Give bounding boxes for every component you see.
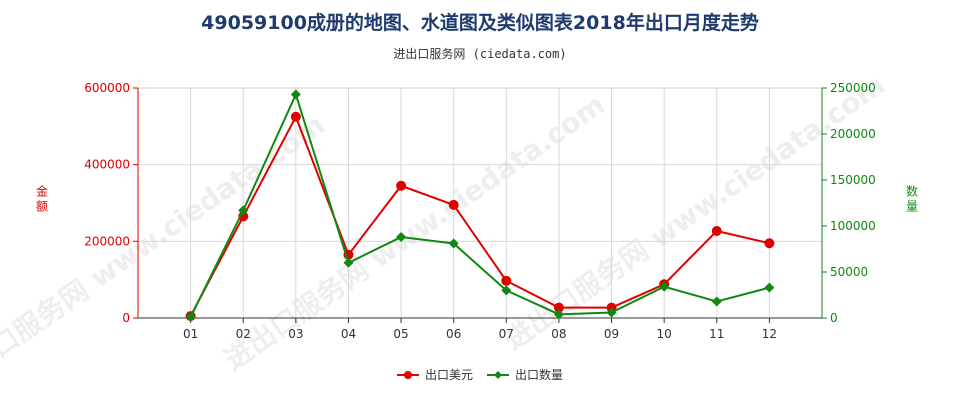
series-layer — [185, 89, 775, 323]
axes-layer: 0 200000 400000 600000 0 50000 100000 150000 200… — [36, 81, 918, 341]
y-left-tick-label: 600000 — [84, 81, 130, 95]
series-point-1 — [764, 282, 775, 293]
series-point-0 — [553, 302, 564, 313]
y-right-tick-label: 0 — [830, 311, 838, 325]
series-point-0 — [290, 111, 301, 122]
legend-label-0: 出口美元 — [425, 368, 473, 382]
series-point-0 — [501, 275, 512, 286]
legend-label-1: 出口数量 — [515, 367, 563, 382]
series-point-1 — [396, 232, 407, 243]
series-point-1 — [448, 238, 459, 249]
legend-marker-0 — [404, 371, 412, 379]
series-point-1 — [290, 89, 301, 100]
series-line-0 — [189, 114, 770, 317]
x-tick-label: 06 — [446, 327, 461, 341]
watermark-text: 进出口服务网 www.ciedata.com — [0, 108, 331, 397]
y-right-tick-label: 200000 — [830, 127, 876, 141]
x-tick-label: 11 — [709, 327, 724, 341]
x-tick-label: 08 — [551, 327, 566, 341]
x-tick-label: 12 — [762, 327, 777, 341]
x-tick-label: 02 — [236, 327, 251, 341]
y-left-tick-label: 400000 — [84, 158, 130, 172]
series-point-0 — [448, 199, 459, 210]
series-point-1 — [606, 307, 617, 318]
x-tick-label: 03 — [288, 327, 303, 341]
y-left-tick-label: 200000 — [84, 234, 130, 248]
x-tick-label: 09 — [604, 327, 619, 341]
y-axis-left-title: 金额 — [36, 184, 48, 214]
y-axis-right-title: 数量 — [906, 184, 918, 214]
y-right-tick-label: 50000 — [830, 265, 868, 279]
x-tick-label: 05 — [393, 327, 408, 341]
series-point-1 — [343, 257, 354, 268]
y-right-tick-label: 100000 — [830, 219, 876, 233]
legend-marker-1 — [494, 371, 502, 379]
chart-title: 49059100成册的地图、水道图及类似图表2018年出口月度走势 — [201, 12, 759, 34]
y-right-tick-label: 150000 — [830, 173, 876, 187]
y-right-tick-label: 250000 — [830, 81, 876, 95]
legend: 出口美元 出口数量 — [397, 367, 563, 382]
series-line-1 — [189, 91, 770, 318]
series-point-1 — [501, 285, 512, 296]
series-point-1 — [238, 205, 249, 216]
x-tick-label: 01 — [183, 327, 198, 341]
x-tick-label: 04 — [341, 327, 356, 341]
series-point-1 — [553, 309, 564, 320]
series-point-1 — [711, 296, 722, 307]
x-tick-label: 07 — [499, 327, 514, 341]
y-left-tick-label: 0 — [122, 311, 130, 325]
series-point-0 — [764, 238, 775, 249]
series-point-1 — [659, 281, 670, 292]
chart-source: 进出口服务网 (ciedata.com) — [393, 47, 567, 61]
series-point-0 — [711, 225, 722, 236]
x-tick-label: 10 — [657, 327, 672, 341]
series-point-1 — [185, 312, 196, 323]
series-point-0 — [396, 180, 407, 191]
